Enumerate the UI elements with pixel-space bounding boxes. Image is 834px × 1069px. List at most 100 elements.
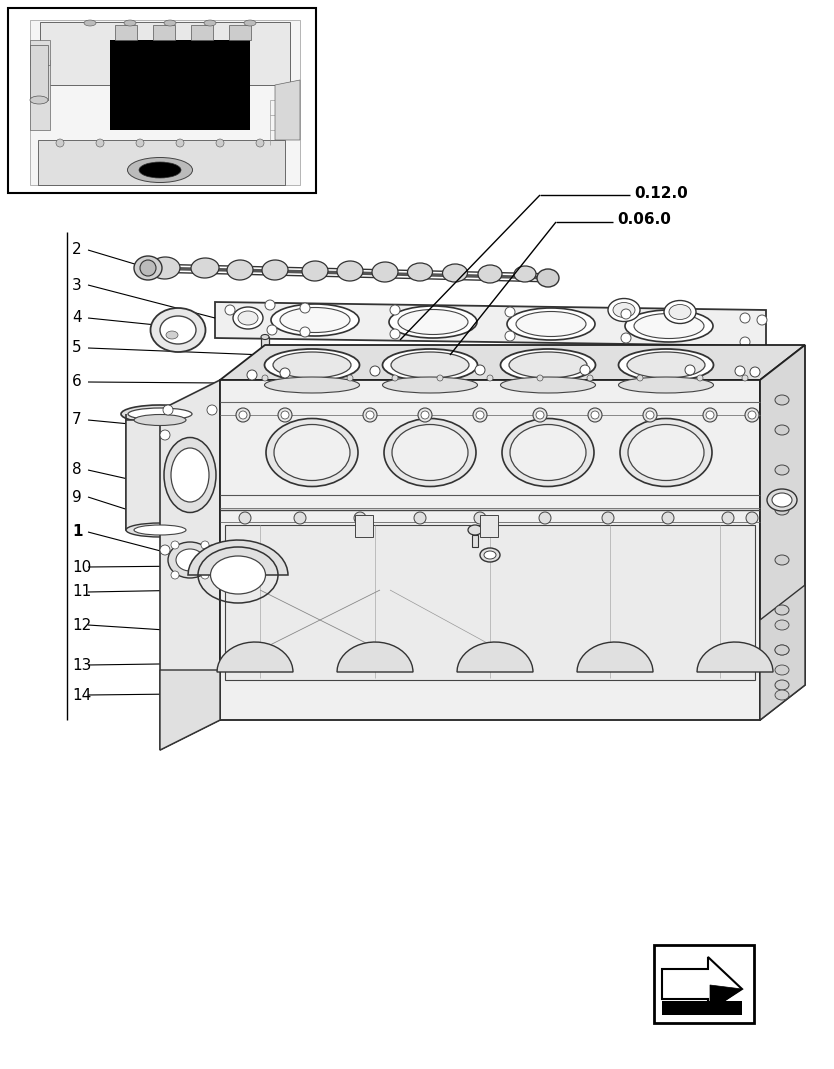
- Circle shape: [239, 410, 247, 419]
- Ellipse shape: [627, 352, 705, 378]
- Ellipse shape: [620, 418, 712, 486]
- Circle shape: [643, 408, 657, 422]
- Circle shape: [354, 512, 366, 524]
- Ellipse shape: [262, 260, 288, 280]
- Circle shape: [163, 405, 173, 415]
- Circle shape: [160, 545, 170, 555]
- Circle shape: [370, 366, 380, 376]
- Circle shape: [347, 375, 353, 381]
- Circle shape: [621, 309, 631, 319]
- Ellipse shape: [408, 263, 433, 281]
- Polygon shape: [710, 985, 742, 1011]
- Ellipse shape: [210, 556, 265, 594]
- Ellipse shape: [227, 260, 253, 280]
- Text: 9: 9: [72, 490, 82, 505]
- Ellipse shape: [541, 714, 549, 719]
- Circle shape: [536, 410, 544, 419]
- Circle shape: [267, 325, 277, 335]
- Polygon shape: [215, 303, 766, 346]
- Circle shape: [473, 408, 487, 422]
- Ellipse shape: [775, 680, 789, 690]
- Circle shape: [178, 483, 192, 497]
- Circle shape: [300, 327, 310, 337]
- Circle shape: [646, 410, 654, 419]
- Ellipse shape: [775, 690, 789, 700]
- Circle shape: [745, 408, 759, 422]
- Circle shape: [580, 365, 590, 375]
- Polygon shape: [697, 642, 773, 672]
- Ellipse shape: [176, 549, 204, 571]
- Circle shape: [505, 331, 515, 341]
- Ellipse shape: [389, 306, 477, 338]
- Polygon shape: [30, 20, 300, 185]
- Ellipse shape: [128, 408, 192, 420]
- Circle shape: [602, 512, 614, 524]
- Text: 13: 13: [72, 657, 92, 672]
- Circle shape: [757, 315, 767, 325]
- Ellipse shape: [273, 352, 351, 378]
- Ellipse shape: [775, 645, 789, 655]
- Circle shape: [588, 408, 602, 422]
- Circle shape: [363, 408, 377, 422]
- Bar: [110, 40, 250, 130]
- Circle shape: [300, 303, 310, 313]
- Circle shape: [621, 334, 631, 343]
- Ellipse shape: [537, 269, 559, 286]
- Ellipse shape: [261, 371, 269, 375]
- Circle shape: [505, 307, 515, 317]
- Circle shape: [475, 365, 485, 375]
- Ellipse shape: [280, 308, 350, 332]
- Circle shape: [735, 366, 745, 376]
- Ellipse shape: [772, 493, 792, 507]
- Ellipse shape: [261, 335, 269, 340]
- Bar: [662, 1001, 742, 1014]
- Ellipse shape: [500, 377, 595, 393]
- Bar: [541, 695, 549, 717]
- Circle shape: [176, 139, 184, 148]
- Polygon shape: [160, 670, 220, 750]
- Text: 3: 3: [72, 278, 82, 293]
- Ellipse shape: [84, 20, 96, 26]
- Ellipse shape: [383, 348, 478, 381]
- Circle shape: [173, 478, 197, 502]
- Ellipse shape: [128, 157, 193, 183]
- Text: 14: 14: [72, 687, 91, 702]
- Polygon shape: [188, 540, 288, 575]
- Ellipse shape: [164, 20, 176, 26]
- Circle shape: [685, 365, 695, 375]
- Circle shape: [278, 408, 292, 422]
- Ellipse shape: [480, 548, 500, 562]
- Ellipse shape: [391, 352, 469, 378]
- Ellipse shape: [266, 418, 358, 486]
- Ellipse shape: [775, 555, 789, 566]
- Ellipse shape: [619, 377, 714, 393]
- Bar: [115, 25, 137, 40]
- Ellipse shape: [775, 645, 789, 655]
- Bar: [261, 337, 269, 373]
- Ellipse shape: [537, 685, 553, 695]
- Text: 0.06.0: 0.06.0: [617, 213, 671, 228]
- Ellipse shape: [669, 305, 691, 320]
- Circle shape: [256, 139, 264, 148]
- Bar: [480, 515, 498, 537]
- Circle shape: [421, 410, 429, 419]
- Circle shape: [171, 541, 179, 549]
- Text: 12: 12: [72, 618, 91, 633]
- Ellipse shape: [166, 331, 178, 339]
- Circle shape: [265, 300, 275, 310]
- Ellipse shape: [150, 308, 205, 352]
- Circle shape: [587, 375, 593, 381]
- Circle shape: [136, 139, 144, 148]
- Ellipse shape: [775, 620, 789, 630]
- Circle shape: [697, 375, 703, 381]
- Text: 6: 6: [72, 374, 82, 389]
- Ellipse shape: [443, 264, 468, 282]
- Circle shape: [281, 410, 289, 419]
- Circle shape: [533, 408, 547, 422]
- Circle shape: [225, 305, 235, 315]
- Circle shape: [390, 329, 400, 339]
- Circle shape: [539, 512, 551, 524]
- Ellipse shape: [628, 424, 704, 480]
- Ellipse shape: [271, 304, 359, 336]
- Ellipse shape: [372, 262, 398, 282]
